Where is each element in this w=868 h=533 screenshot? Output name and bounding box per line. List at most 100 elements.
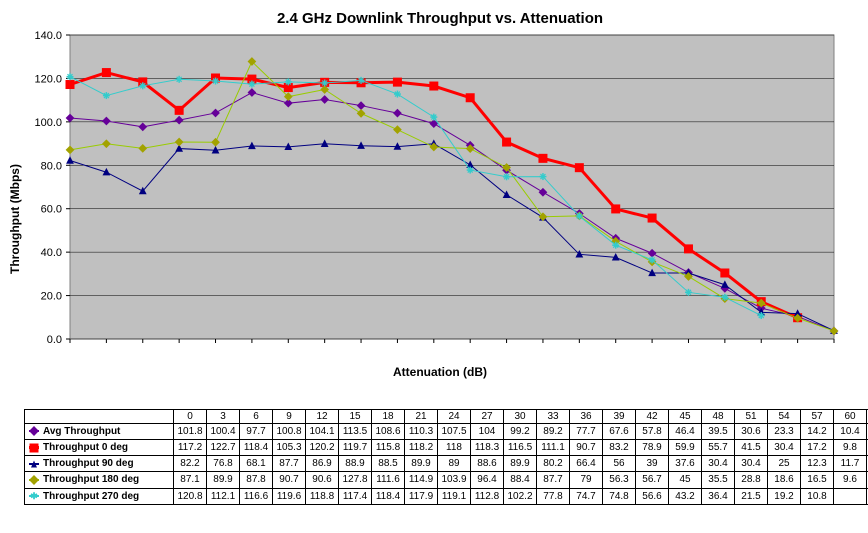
table-cell: 10.8: [801, 488, 834, 504]
series-label: Throughput 90 deg: [43, 458, 134, 469]
table-cell: 112.1: [207, 488, 240, 504]
table-cell: 23.3: [768, 424, 801, 440]
legend-cell: Throughput 0 deg: [25, 440, 174, 456]
table-cell: 67.6: [603, 424, 636, 440]
svg-text:60.0: 60.0: [41, 204, 62, 216]
table-cell: 17.2: [801, 440, 834, 456]
table-cell: 87.1: [174, 472, 207, 488]
table-corner: [25, 410, 174, 424]
table-cell: 18.6: [768, 472, 801, 488]
table-cell: 127.8: [339, 472, 372, 488]
table-row: Throughput 90 deg82.276.868.187.786.988.…: [25, 456, 868, 472]
table-cell: 120.8: [174, 488, 207, 504]
table-cell: 30.4: [702, 456, 735, 472]
table-cell: 56.6: [636, 488, 669, 504]
table-cell: 87.8: [240, 472, 273, 488]
svg-text:100.0: 100.0: [34, 117, 62, 129]
table-cell: 90.7: [570, 440, 603, 456]
table-cell: 104.1: [306, 424, 339, 440]
table-cell: 89.9: [207, 472, 240, 488]
table-cell: 39.5: [702, 424, 735, 440]
table-cell: 88.4: [504, 472, 537, 488]
table-cell: 30.6: [735, 424, 768, 440]
svg-text:20.0: 20.0: [41, 291, 62, 303]
table-cell: 74.8: [603, 488, 636, 504]
table-cell: 88.9: [339, 456, 372, 472]
table-cell: [834, 488, 867, 504]
table-header-cell: 30: [504, 410, 537, 424]
table-cell: 77.7: [570, 424, 603, 440]
table-cell: 79: [570, 472, 603, 488]
table-cell: 97.7: [240, 424, 273, 440]
table-cell: 41.5: [735, 440, 768, 456]
table-header-cell: 45: [669, 410, 702, 424]
table-cell: 90.7: [273, 472, 306, 488]
svg-text:120.0: 120.0: [34, 73, 62, 85]
table-cell: 99.2: [504, 424, 537, 440]
table-header-cell: 39: [603, 410, 636, 424]
table-cell: 16.5: [801, 472, 834, 488]
table-cell: 112.8: [471, 488, 504, 504]
table-header-cell: 36: [570, 410, 603, 424]
table-header-cell: 57: [801, 410, 834, 424]
table-cell: 19.2: [768, 488, 801, 504]
table-cell: 113.5: [339, 424, 372, 440]
table-cell: 77.8: [537, 488, 570, 504]
table-header-cell: 0: [174, 410, 207, 424]
table-header-cell: 15: [339, 410, 372, 424]
table-row: ✱Throughput 270 deg120.8112.1116.6119.61…: [25, 488, 868, 504]
table-cell: 46.4: [669, 424, 702, 440]
table-header-cell: 60: [834, 410, 867, 424]
series-label: Throughput 180 deg: [43, 475, 139, 486]
table-cell: 118.3: [471, 440, 504, 456]
table-cell: 89.9: [405, 456, 438, 472]
table-cell: 111.1: [537, 440, 570, 456]
table-cell: 89.9: [504, 456, 537, 472]
table-cell: 114.9: [405, 472, 438, 488]
table-header-cell: 3: [207, 410, 240, 424]
table-cell: 87.7: [273, 456, 306, 472]
table-cell: 118: [438, 440, 471, 456]
legend-cell: Throughput 180 deg: [25, 472, 174, 488]
table-cell: 78.9: [636, 440, 669, 456]
table-cell: 87.7: [537, 472, 570, 488]
table-cell: 55.7: [702, 440, 735, 456]
table-cell: 37.6: [669, 456, 702, 472]
table-cell: 102.2: [504, 488, 537, 504]
table-cell: 89.2: [537, 424, 570, 440]
table-cell: 100.8: [273, 424, 306, 440]
table-cell: 100.4: [207, 424, 240, 440]
table-cell: 117.9: [405, 488, 438, 504]
table-cell: 28.8: [735, 472, 768, 488]
table-cell: 11.7: [834, 456, 867, 472]
table-cell: 90.6: [306, 472, 339, 488]
table-cell: 76.8: [207, 456, 240, 472]
table-cell: 59.9: [669, 440, 702, 456]
table-header-cell: 6: [240, 410, 273, 424]
svg-text:0.0: 0.0: [47, 334, 62, 346]
series-label: Throughput 0 deg: [43, 442, 128, 453]
table-cell: 56: [603, 456, 636, 472]
table-header-cell: 33: [537, 410, 570, 424]
table-cell: 117.4: [339, 488, 372, 504]
table-cell: 120.2: [306, 440, 339, 456]
table-cell: 118.2: [405, 440, 438, 456]
chart-title: 2.4 GHz Downlink Throughput vs. Attenuat…: [6, 10, 868, 27]
table-header-cell: 21: [405, 410, 438, 424]
plot-area: Throughput (Mbps) 0.020.040.060.080.0100…: [6, 29, 868, 409]
table-cell: 57.8: [636, 424, 669, 440]
table-cell: 36.4: [702, 488, 735, 504]
table-cell: 88.5: [372, 456, 405, 472]
table-cell: 116.6: [240, 488, 273, 504]
table-cell: 21.5: [735, 488, 768, 504]
svg-text:40.0: 40.0: [41, 247, 62, 259]
svg-text:140.0: 140.0: [34, 30, 62, 42]
table-cell: 118.4: [240, 440, 273, 456]
table-cell: 10.4: [834, 424, 867, 440]
table-cell: 43.2: [669, 488, 702, 504]
table-cell: 104: [471, 424, 504, 440]
table-cell: 9.8: [834, 440, 867, 456]
table-cell: 122.7: [207, 440, 240, 456]
table-row: Throughput 0 deg117.2122.7118.4105.3120.…: [25, 440, 868, 456]
table-cell: 118.4: [372, 488, 405, 504]
